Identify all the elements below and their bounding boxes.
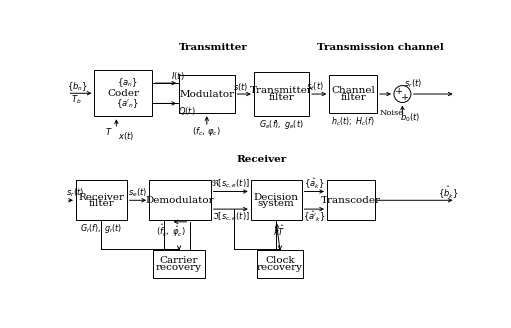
Text: $\{\hat{a}'_k\}$: $\{\hat{a}'_k\}$ [303, 210, 325, 224]
Text: $s(t)$: $s(t)$ [233, 81, 248, 93]
Text: $s_r(t)$: $s_r(t)$ [404, 77, 422, 90]
Text: $T_b$: $T_b$ [71, 94, 81, 107]
Text: +: + [395, 87, 404, 96]
Text: recovery: recovery [257, 263, 303, 272]
Text: $x(t)$: $x(t)$ [118, 130, 134, 142]
Text: $h_c(t);\; H_c(f)$: $h_c(t);\; H_c(f)$ [331, 115, 375, 128]
Text: filter: filter [88, 199, 114, 208]
Text: Transmitter: Transmitter [250, 86, 313, 95]
Bar [254, 72, 309, 116]
Text: $\{b_n\}$: $\{b_n\}$ [67, 80, 88, 93]
Text: $Q(t)$: $Q(t)$ [178, 105, 196, 117]
Bar [257, 250, 303, 278]
Text: Carrier: Carrier [160, 256, 198, 265]
Bar [76, 180, 127, 220]
Text: Channel: Channel [331, 86, 375, 95]
Text: Decision: Decision [253, 193, 298, 201]
Text: $G_r(f),\; g_r(t)$: $G_r(f),\; g_r(t)$ [80, 222, 123, 235]
Bar [149, 180, 211, 220]
Text: $I(t)$: $I(t)$ [171, 70, 184, 82]
Text: $s_t(t)$: $s_t(t)$ [307, 81, 324, 93]
Bar [329, 75, 377, 113]
Text: Receiver: Receiver [237, 155, 287, 164]
Text: +: + [401, 92, 409, 102]
Text: $\{\hat{b}_k\}$: $\{\hat{b}_k\}$ [438, 184, 459, 201]
Text: filter: filter [269, 93, 294, 102]
Text: recovery: recovery [156, 263, 202, 272]
Text: Transmission channel: Transmission channel [317, 43, 444, 51]
Bar [327, 180, 375, 220]
Text: $s_e(t)$: $s_e(t)$ [128, 186, 147, 199]
Text: system: system [258, 199, 294, 208]
Text: $G_e(f),\; g_e(t)$: $G_e(f),\; g_e(t)$ [259, 118, 304, 131]
Text: $s_r(t)$: $s_r(t)$ [66, 186, 84, 199]
Text: $(f_c,\, \varphi_c)$: $(f_c,\, \varphi_c)$ [192, 125, 221, 138]
Text: Receiver: Receiver [78, 193, 124, 201]
Bar [95, 70, 152, 116]
Text: Coder: Coder [107, 89, 140, 98]
Text: Clock: Clock [265, 256, 295, 265]
Text: filter: filter [340, 93, 366, 102]
Text: $\{a_n\}$: $\{a_n\}$ [117, 76, 137, 89]
Text: Modulator: Modulator [179, 90, 235, 98]
Text: $k\hat{T}$: $k\hat{T}$ [273, 223, 286, 237]
Text: $\Im[s_{c,e}(t)]$: $\Im[s_{c,e}(t)]$ [212, 211, 250, 223]
Bar [251, 180, 301, 220]
Text: Demodulator: Demodulator [146, 196, 214, 205]
Text: Transmitter: Transmitter [179, 43, 248, 51]
Text: $\{a'_n\}$: $\{a'_n\}$ [115, 97, 138, 110]
Text: $b_0(t)$: $b_0(t)$ [400, 112, 421, 124]
Text: $\{\hat{a}_k\}$: $\{\hat{a}_k\}$ [304, 177, 324, 191]
Text: Transcoder: Transcoder [321, 196, 381, 205]
Text: $\Re[s_{c,e}(t)]$: $\Re[s_{c,e}(t)]$ [211, 178, 250, 190]
Bar [153, 250, 205, 278]
Bar [179, 75, 235, 113]
Text: $T$: $T$ [105, 126, 112, 137]
Text: $(\hat{f}_c,\; \hat{\varphi}_c)$: $(\hat{f}_c,\; \hat{\varphi}_c)$ [156, 222, 185, 238]
Text: Noise: Noise [380, 109, 404, 117]
